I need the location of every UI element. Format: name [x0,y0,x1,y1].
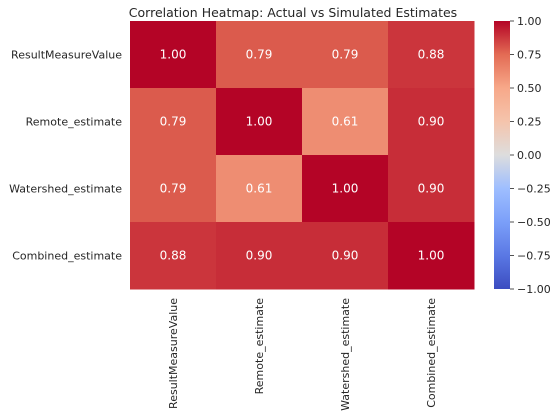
column-tick-label: Watershed_estimate [339,298,352,411]
colorbar-tick-label: 0.50 [517,82,542,95]
colorbar-tick-label: 0.75 [517,49,542,62]
colorbar-tick-label: −0.25 [517,183,551,196]
heatmap-cell [216,222,303,290]
colorbar-tick-label: −0.50 [517,216,551,229]
heatmap-cell [388,88,475,156]
heatmap-cell [388,222,475,290]
heatmap-cell [130,155,217,223]
heatmap-cell [216,155,303,223]
cell-value-label: 0.61 [246,182,273,196]
colorbar [494,21,510,289]
heatmap-cell [388,21,475,89]
cell-value-label: 0.79 [160,182,187,196]
colorbar-tick-label: −1.00 [517,283,551,296]
cell-value-label: 1.00 [332,182,359,196]
cell-value-label: 1.00 [246,115,273,129]
cell-value-label: 0.90 [246,249,273,263]
heatmap-cell [216,21,303,89]
cell-value-label: 0.79 [246,48,273,62]
column-tick-label: Combined_estimate [425,298,438,408]
colorbar-tick-labels: 1.00 0.75 0.50 0.25 0.00 −0.25 −0.50 −0.75 −1.00 [510,15,551,296]
row-tick-label: ResultMeasureValue [11,49,122,62]
colorbar-tick-label: 0.00 [517,149,542,162]
colorbar-tick-label: 0.25 [517,116,542,129]
cell-value-label: 0.90 [332,249,359,263]
cell-value-label: 1.00 [160,48,187,62]
cell-value-label: 0.88 [418,48,445,62]
cell-value-label: 0.79 [332,48,359,62]
colorbar-tick-label: −0.75 [517,250,551,263]
heatmap-cell [388,155,475,223]
row-tick-labels: ResultMeasureValue Remote_estimate Watersh… [9,49,122,263]
column-tick-label: ResultMeasureValue [167,298,180,409]
row-tick-label: Watershed_estimate [9,183,122,196]
cell-value-label: 0.90 [418,182,445,196]
row-tick-label: Combined_estimate [12,250,122,263]
cell-value-label: 1.00 [418,249,445,263]
heatmap-cell [302,155,389,223]
cell-value-label: 0.88 [160,249,187,263]
cell-value-label: 0.79 [160,115,187,129]
heatmap-cell [302,21,389,89]
chart-title: Correlation Heatmap: Actual vs Simulated… [129,5,457,20]
heatmap-cell [302,222,389,290]
column-tick-label: Remote_estimate [253,298,266,395]
cell-value-label: 0.61 [332,115,359,129]
cell-value-label: 0.90 [418,115,445,129]
colorbar-tick-label: 1.00 [517,15,542,28]
row-tick-label: Remote_estimate [26,116,123,129]
column-tick-labels: ResultMeasureValue Remote_estimate Watersh… [167,298,438,411]
heatmap-cells: 1.00 0.79 0.79 0.88 0.79 1.00 0.61 0.90 0.79 0.61… [130,21,475,290]
heatmap-cell [130,88,217,156]
heatmap-cell [130,222,217,290]
heatmap-cell [130,21,217,89]
heatmap-cell [302,88,389,156]
heatmap-cell [216,88,303,156]
